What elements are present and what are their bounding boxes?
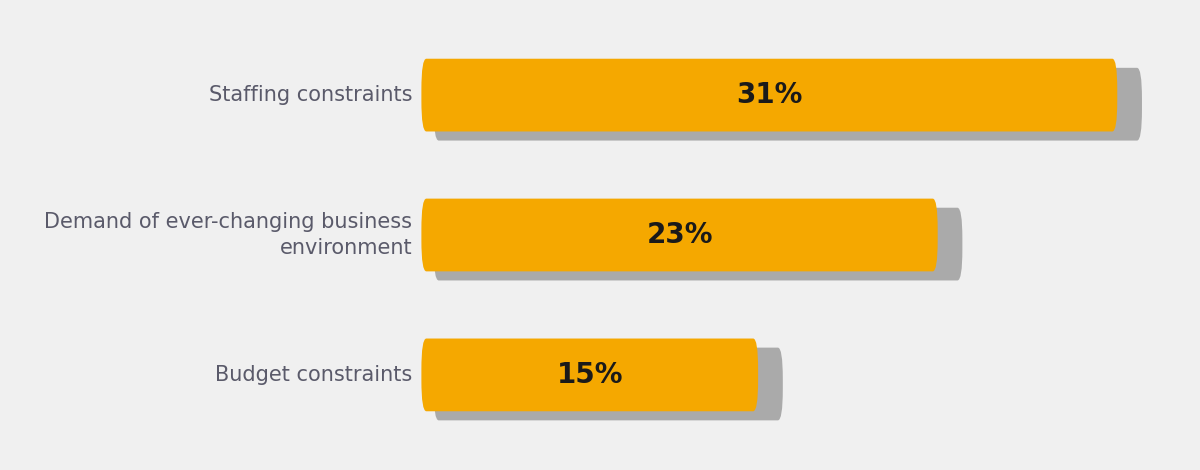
Text: 15%: 15% bbox=[557, 361, 623, 389]
FancyBboxPatch shape bbox=[433, 68, 1142, 141]
FancyBboxPatch shape bbox=[421, 59, 1117, 132]
Text: 31%: 31% bbox=[736, 81, 803, 109]
Text: Budget constraints: Budget constraints bbox=[215, 365, 413, 385]
FancyBboxPatch shape bbox=[421, 199, 937, 271]
Text: Staffing constraints: Staffing constraints bbox=[209, 85, 413, 105]
FancyBboxPatch shape bbox=[433, 208, 962, 281]
FancyBboxPatch shape bbox=[421, 338, 758, 411]
FancyBboxPatch shape bbox=[433, 348, 782, 420]
Text: Demand of ever-changing business
environment: Demand of ever-changing business environ… bbox=[44, 212, 413, 258]
Text: 23%: 23% bbox=[647, 221, 713, 249]
